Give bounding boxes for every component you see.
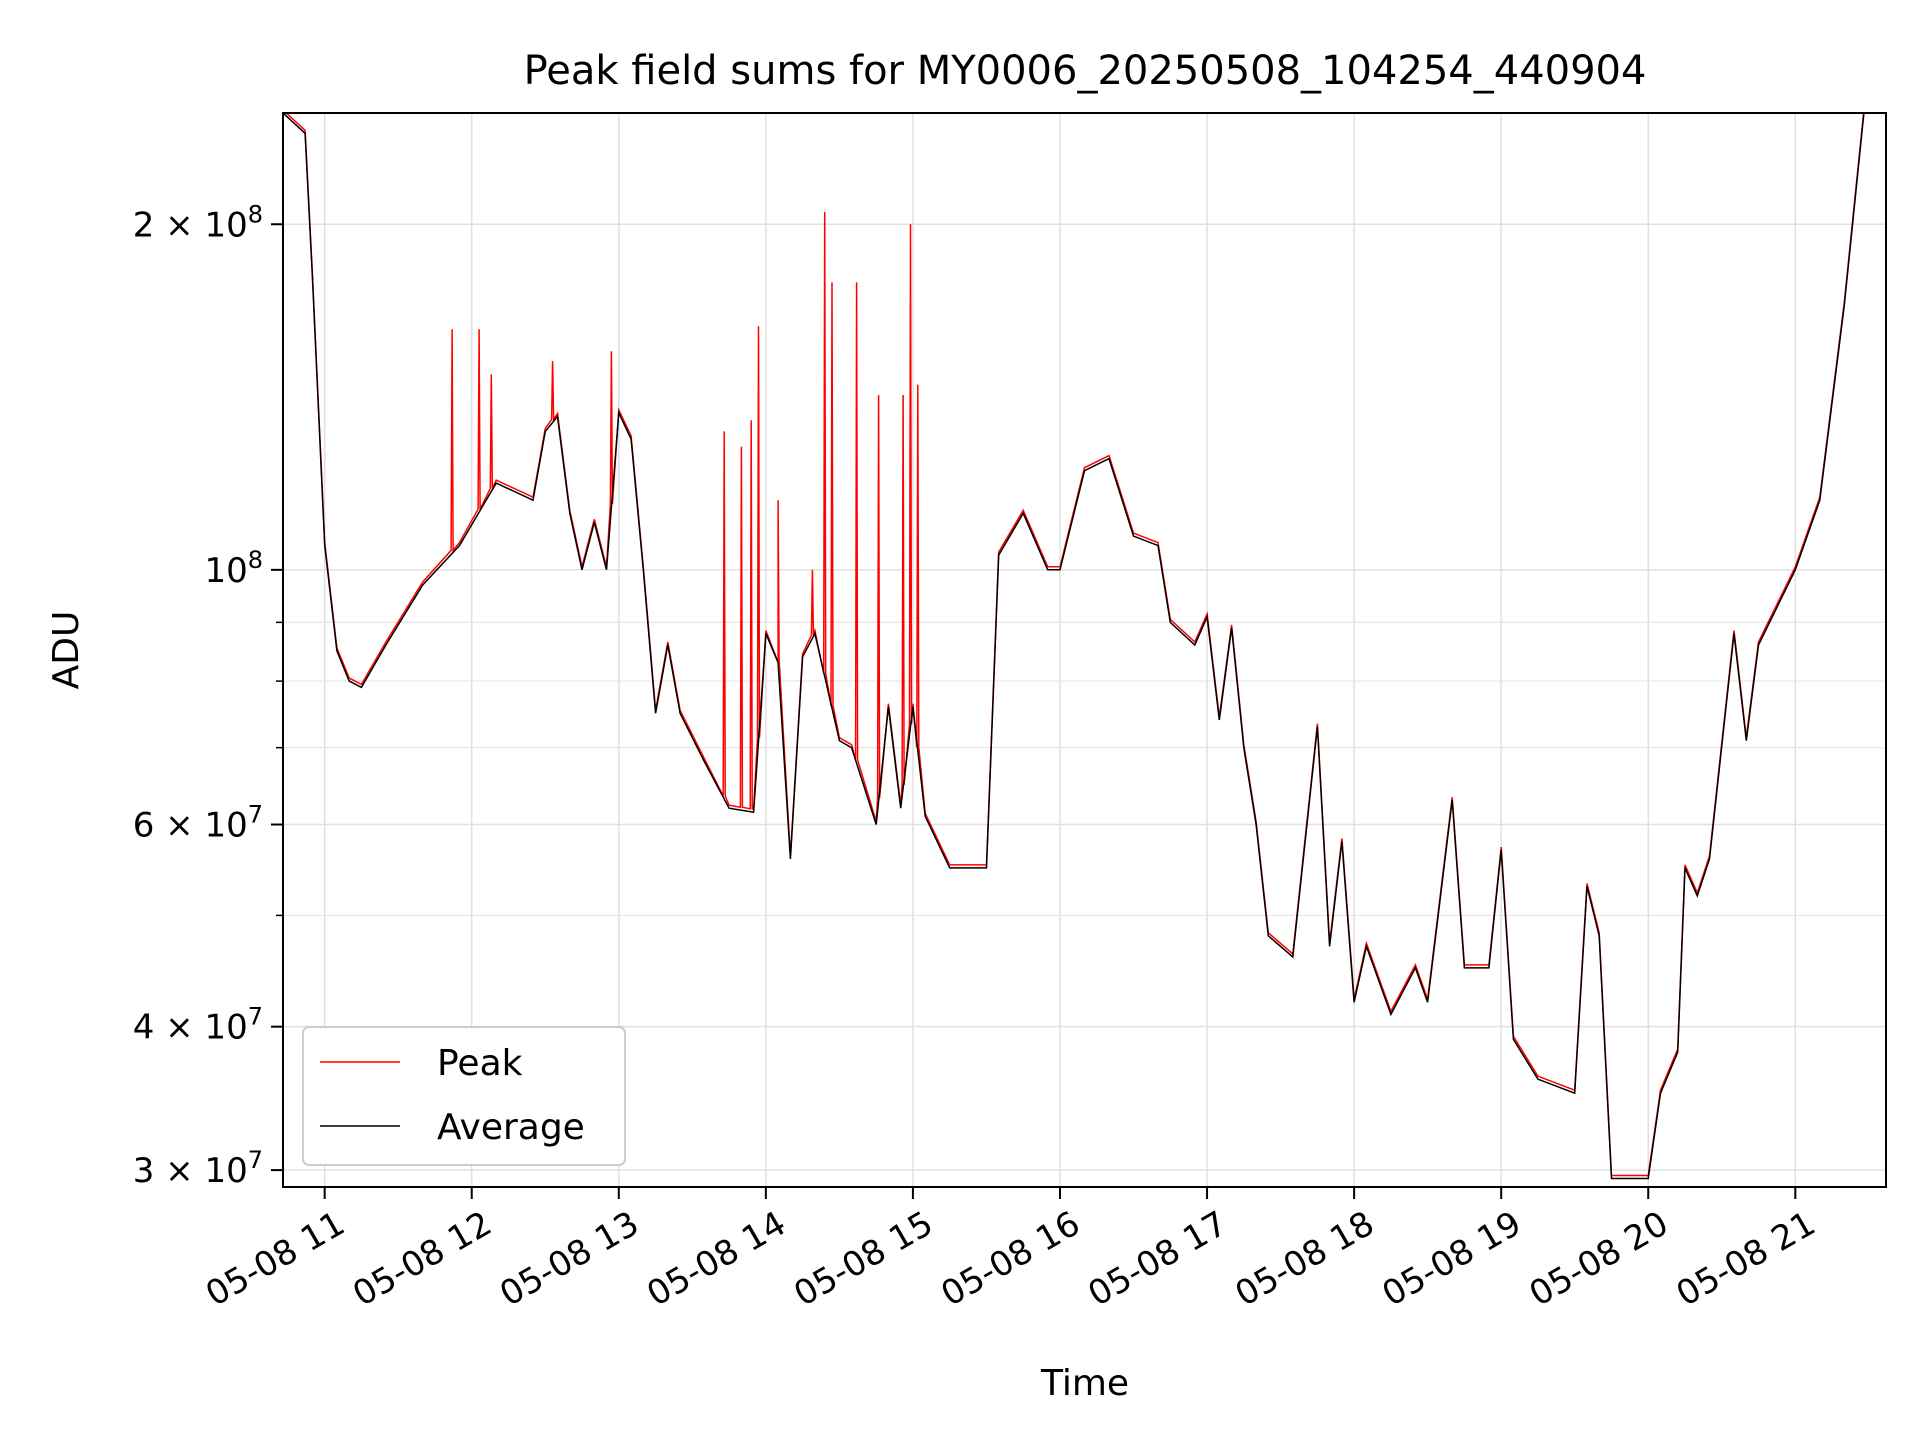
chart-title: Peak field sums for MY0006_20250508_1042… — [524, 48, 1647, 94]
y-tick-label: 3 × 107 — [133, 1146, 263, 1191]
plot-lines — [283, 113, 1886, 1180]
x-axis-label: Time — [1040, 1363, 1129, 1404]
y-tick-label: 2 × 108 — [133, 200, 263, 245]
grid — [283, 113, 1886, 1187]
y-axis-label: ADU — [46, 611, 87, 690]
legend-label-average: Average — [437, 1107, 585, 1148]
series-line-average — [283, 113, 1886, 1180]
legend-label-peak: Peak — [437, 1043, 523, 1084]
legend: Peak Average — [302, 1026, 626, 1166]
y-tick-label: 4 × 107 — [133, 1003, 263, 1048]
y-tick-label: 6 × 107 — [133, 801, 263, 846]
plot-frame — [282, 112, 1887, 1188]
